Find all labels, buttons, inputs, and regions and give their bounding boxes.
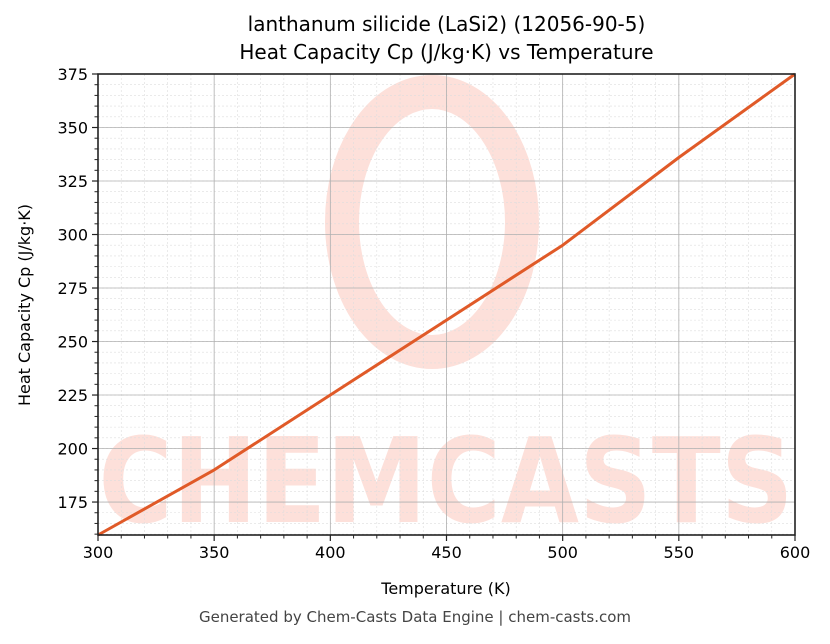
- footer-credit: Generated by Chem-Casts Data Engine | ch…: [198, 608, 632, 626]
- y-tick-label: 250: [57, 333, 88, 352]
- series-line: [97, 72, 796, 537]
- y-tick-label: 275: [57, 279, 88, 298]
- x-tick-label: 300: [83, 543, 114, 562]
- x-tick-label: 600: [780, 543, 811, 562]
- chart-subtitle: Heat Capacity Cp (J/kg·K) vs Temperature: [239, 40, 654, 64]
- svg-text:CHEMCASTS: CHEMCASTS: [99, 412, 794, 550]
- tick-labels: 300 350 400 450 500 550 600 175 200 225 250 275 300 3…: [57, 65, 810, 562]
- y-tick-label: 200: [57, 440, 88, 459]
- y-tick-label: 325: [57, 172, 88, 191]
- y-tick-label: 375: [57, 65, 88, 84]
- x-tick-label: 450: [431, 543, 462, 562]
- x-tick-label: 350: [199, 543, 230, 562]
- axis-ticks: [92, 73, 796, 541]
- chart-title: lanthanum silicide (LaSi2) (12056-90-5): [247, 12, 646, 36]
- y-tick-label: 300: [57, 226, 88, 245]
- y-tick-label: 350: [57, 119, 88, 138]
- y-tick-label: 225: [57, 386, 88, 405]
- x-tick-label: 400: [315, 543, 346, 562]
- x-axis-label: Temperature (K): [380, 579, 510, 598]
- x-tick-label: 500: [547, 543, 578, 562]
- major-grid: [97, 73, 796, 535]
- y-tick-label: 175: [57, 493, 88, 512]
- data-series: [97, 72, 796, 537]
- y-axis-label: Heat Capacity Cp (J/kg·K): [15, 204, 34, 406]
- x-tick-label: 550: [664, 543, 695, 562]
